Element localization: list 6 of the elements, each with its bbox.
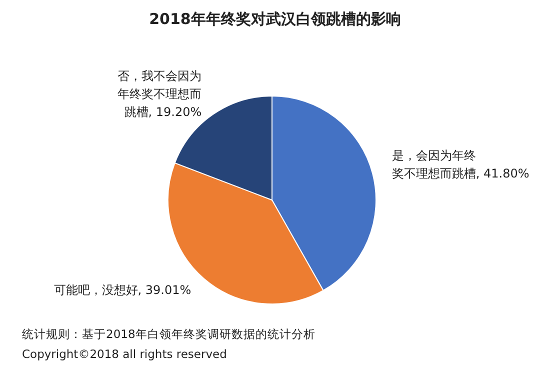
slice-label: 可能吧，没想好, 39.01% <box>54 283 192 298</box>
slice-label: 是，会因为年终奖不理想而跳槽, 41.80% <box>392 148 530 180</box>
text: Copyright©2018 all rights reserved <box>22 347 227 361</box>
slice-label: 否，我不会因为年终奖不理想而跳槽, 19.20% <box>118 68 202 119</box>
text: 统计规则：基于2018年白领年终奖调研数据的统计分析 <box>22 327 316 341</box>
chart-title: 2018年年终奖对武汉白领跳槽的影响 <box>149 10 401 28</box>
